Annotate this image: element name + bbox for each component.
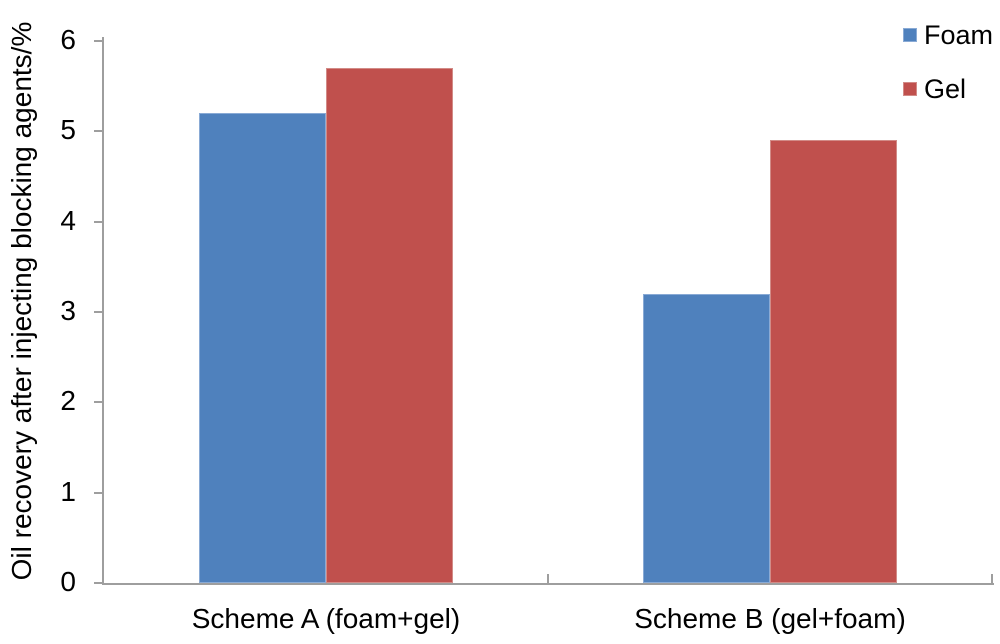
y-tick-label: 4 xyxy=(60,204,76,236)
y-tick-label: 2 xyxy=(60,385,76,417)
y-axis-tick xyxy=(94,401,103,404)
legend-item-gel: Gel xyxy=(903,73,993,104)
bar-foam-scheme-a xyxy=(199,113,326,583)
legend-label-gel: Gel xyxy=(924,73,967,104)
legend-item-foam: Foam xyxy=(903,19,994,50)
category-label-scheme-a: Scheme A (foam+gel) xyxy=(191,603,461,634)
category-label-scheme-b: Scheme B (gel+foam) xyxy=(634,603,906,634)
legend-label-foam: Foam xyxy=(924,19,994,50)
y-axis-line xyxy=(102,37,104,585)
y-tick-label: 5 xyxy=(60,114,76,146)
y-tick-label: 1 xyxy=(60,475,76,507)
y-axis-tick xyxy=(94,220,103,223)
y-axis-tick xyxy=(94,40,103,42)
y-axis-tick xyxy=(94,130,103,133)
x-axis-line xyxy=(102,583,994,585)
legend: Foam Gel xyxy=(903,19,994,132)
y-axis-tick xyxy=(94,311,103,313)
y-tick-label: 6 xyxy=(60,24,76,56)
y-axis-tick xyxy=(94,491,103,494)
y-axis-tick xyxy=(94,582,103,584)
x-axis-tick xyxy=(991,574,993,583)
x-axis-tick xyxy=(547,574,549,583)
y-tick-label: 3 xyxy=(60,295,76,327)
legend-swatch-foam-icon xyxy=(903,28,917,42)
plot-area: 0 1 2 3 4 5 6 xyxy=(60,26,994,596)
bar-gel-scheme-a xyxy=(326,68,453,583)
y-tick-label: 0 xyxy=(60,566,76,598)
legend-swatch-gel-icon xyxy=(903,82,917,96)
bar-foam-scheme-b xyxy=(643,293,770,583)
bar-gel-scheme-b xyxy=(770,140,897,583)
